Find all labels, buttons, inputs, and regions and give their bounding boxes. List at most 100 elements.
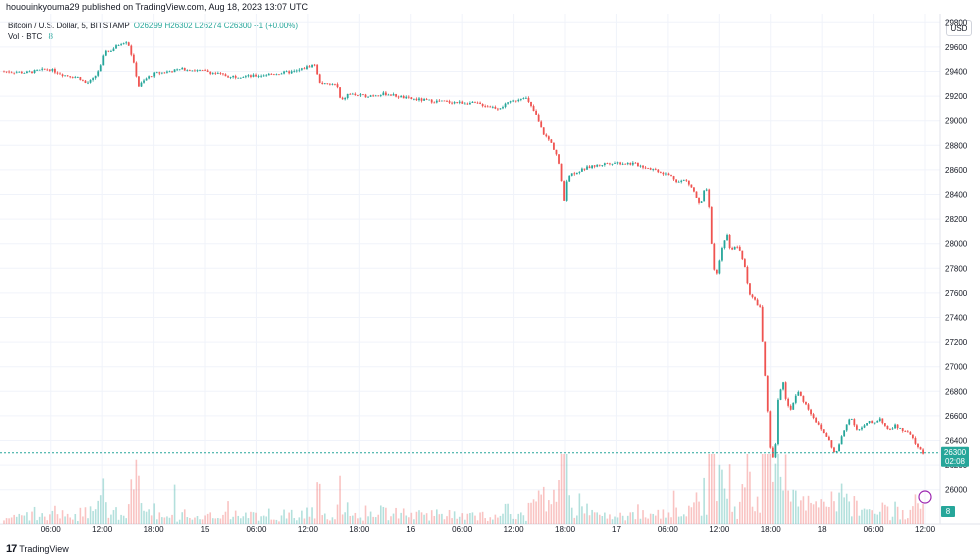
tradingview-brand[interactable]: TradingView (19, 544, 69, 554)
candle-body (313, 64, 316, 66)
volume-bar (8, 518, 10, 524)
volume-bar (710, 454, 713, 524)
candle-body (237, 77, 240, 79)
volume-bar (77, 520, 79, 524)
candle-body (731, 247, 734, 250)
volume-bar (308, 516, 311, 524)
candle-body (8, 71, 10, 73)
volume-bar (581, 506, 583, 524)
candle-body (351, 93, 354, 95)
candle-body (687, 180, 690, 185)
volume-bar (822, 501, 825, 524)
volume-bar (522, 515, 525, 524)
candle-body (188, 70, 191, 71)
volume-bar (71, 519, 74, 524)
candle-body (206, 70, 209, 72)
candle-body (509, 101, 512, 103)
volume-bar (830, 491, 833, 524)
volume-bar (125, 518, 128, 524)
volume-bar (744, 487, 746, 524)
volume-bar (741, 484, 744, 524)
volume-bar (59, 518, 61, 524)
volume-bar (550, 504, 553, 524)
candle-body (3, 71, 5, 73)
volume-bar (295, 520, 298, 524)
volume-bar (448, 509, 451, 524)
candle-body (148, 76, 151, 79)
candle-body (290, 71, 293, 74)
volume-bar (56, 514, 59, 524)
volume-bar (234, 510, 237, 524)
volume-bar (866, 509, 868, 524)
candle-body (112, 48, 115, 52)
candle-body (522, 98, 525, 99)
candle-body (621, 163, 624, 165)
volume-bar (731, 511, 733, 524)
volume-bar (359, 517, 362, 524)
candle-body (542, 127, 545, 135)
volume-bar (894, 501, 896, 524)
low-value: 26274 (199, 21, 222, 30)
volume-bar (369, 511, 372, 524)
candle-body (578, 171, 581, 173)
volume-bar (693, 502, 695, 524)
candle-body (219, 73, 222, 74)
candle-body (845, 424, 848, 431)
volume-bar (178, 519, 181, 524)
candle-body (649, 168, 652, 170)
candle-body (835, 450, 838, 453)
candle-body (415, 98, 418, 101)
volume-bar (876, 514, 879, 524)
candle-body (710, 206, 713, 244)
alert-clock-icon[interactable] (918, 490, 932, 504)
price-tick-label: 29400 (945, 68, 968, 77)
volume-bar (339, 475, 341, 524)
volume-bar (723, 488, 726, 524)
candles (3, 41, 924, 459)
volume-bar (400, 512, 402, 524)
price-chart[interactable]: 2600026200264002660026800270002720027400… (0, 14, 980, 542)
volume-bar (446, 516, 448, 524)
time-tick-label: 12:00 (504, 525, 525, 534)
candle-body (171, 71, 173, 73)
volume-bar (311, 507, 313, 524)
volume-bar (907, 518, 909, 524)
volume-label[interactable]: Vol · BTC (8, 32, 43, 41)
candle-body (209, 71, 212, 74)
currency-button[interactable]: USD (946, 20, 972, 36)
candle-body (145, 78, 148, 81)
volume-bar (807, 495, 810, 524)
volume-bar (591, 509, 593, 524)
symbol-name[interactable]: Bitcoin / U.S. Dollar, 5, BITSTAMP (8, 21, 130, 30)
volume-bar (718, 464, 721, 524)
volume-bar (232, 516, 234, 524)
volume-bar (49, 514, 51, 524)
volume-bar (155, 519, 158, 524)
candle-body (110, 51, 112, 52)
candle-body (894, 424, 896, 429)
chart-grid (0, 14, 980, 525)
volume-bar (713, 454, 716, 524)
candle-body (132, 54, 135, 63)
volume-bar (428, 520, 430, 524)
candle-body (283, 71, 285, 74)
candle-body (76, 77, 79, 78)
volume-bar (374, 517, 377, 524)
candle-body (563, 181, 566, 201)
volume-bar (140, 503, 143, 524)
volume-bar (158, 512, 161, 524)
candle-body (802, 395, 805, 402)
volume-bar (850, 516, 853, 524)
candle-body (214, 72, 217, 74)
volume-bar (751, 506, 754, 524)
volume-bar (609, 514, 611, 524)
volume-bar (23, 515, 26, 524)
volume-bar (868, 509, 871, 524)
volume-bar (3, 520, 5, 524)
candle-body (598, 164, 601, 166)
volume-bar (845, 493, 848, 524)
candle-body (517, 99, 520, 102)
tradingview-logo-icon[interactable]: 17 (6, 543, 17, 555)
volume-bar (326, 519, 329, 524)
tradingview-footer: 17 TradingView (6, 542, 69, 556)
